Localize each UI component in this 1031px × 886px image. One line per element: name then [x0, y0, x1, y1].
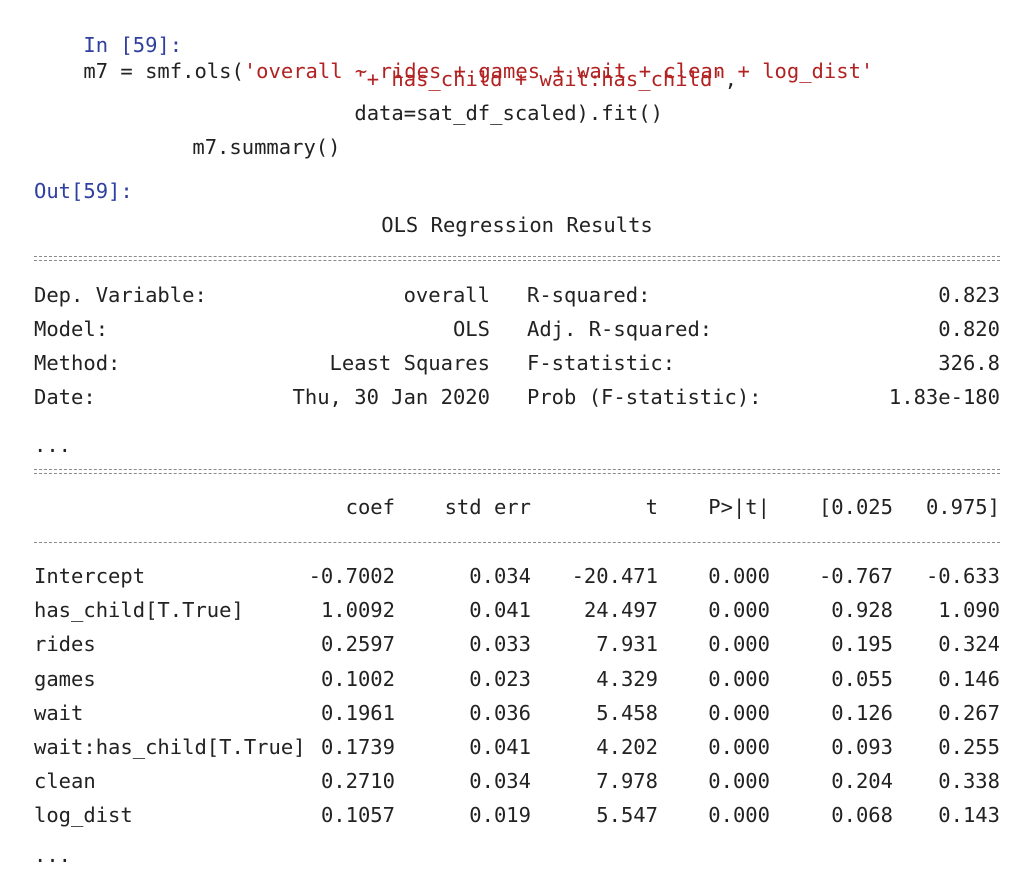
ellipsis: ... — [34, 843, 72, 867]
summary-label: Date: — [34, 385, 96, 409]
cell-hi: 0.255 — [938, 735, 1000, 759]
cell-p: 0.000 — [708, 667, 770, 691]
cell-hi: -0.633 — [925, 564, 1000, 588]
column-header: std err — [444, 495, 531, 519]
cell-lo: 0.068 — [831, 803, 893, 827]
cell-hi: 0.143 — [938, 803, 1000, 827]
code-text: data=sat_df_scaled).fit() — [354, 101, 663, 125]
cell-std-err: 0.041 — [469, 598, 531, 622]
summary-value: OLS — [452, 317, 490, 341]
cell-p: 0.000 — [708, 632, 770, 656]
column-header: t — [645, 495, 658, 519]
summary-label: Model: — [34, 317, 109, 341]
stat-value: 0.820 — [938, 317, 1000, 341]
cell-std-err: 0.034 — [469, 564, 531, 588]
stat-value: 1.83e-180 — [888, 385, 1000, 409]
row-name: wait:has_child[T.True] — [34, 735, 306, 759]
summary-value: Thu, 30 Jan 2020 — [292, 385, 490, 409]
cell-lo: 0.204 — [831, 769, 893, 793]
column-header: 0.975] — [925, 495, 1000, 519]
cell-t: 4.202 — [596, 735, 658, 759]
cell-hi: 0.338 — [938, 769, 1000, 793]
row-name: games — [34, 667, 96, 691]
cell-t: 24.497 — [583, 598, 658, 622]
stat-label: F-statistic: — [527, 351, 676, 375]
cell-p: 0.000 — [708, 803, 770, 827]
cell-t: -20.471 — [571, 564, 658, 588]
column-header: P>|t| — [708, 495, 770, 519]
code-line-1: In [59]: m7 = smf.ols('overall ~ rides +… — [34, 6, 873, 110]
cell-coef: 0.2710 — [320, 769, 395, 793]
row-name: wait — [34, 701, 84, 725]
cell-lo: 0.093 — [831, 735, 893, 759]
row-name: clean — [34, 769, 96, 793]
summary-value: Least Squares — [329, 351, 490, 375]
stat-label: Prob (F-statistic): — [527, 385, 762, 409]
stat-label: R-squared: — [527, 283, 651, 307]
cell-hi: 0.267 — [938, 701, 1000, 725]
single-rule — [34, 542, 1000, 543]
cell-std-err: 0.041 — [469, 735, 531, 759]
cell-t: 7.978 — [596, 769, 658, 793]
cell-t: 7.931 — [596, 632, 658, 656]
code-line-3: data=sat_df_scaled).fit() — [305, 74, 663, 152]
code-string: '+ has_child + wait:has_child' — [354, 67, 725, 91]
code-line-4: m7.summary() — [143, 108, 340, 186]
results-title: OLS Regression Results — [381, 213, 653, 237]
cell-std-err: 0.036 — [469, 701, 531, 725]
summary-label: Method: — [34, 351, 121, 375]
cell-std-err: 0.019 — [469, 803, 531, 827]
row-name: log_dist — [34, 803, 133, 827]
stat-value: 0.823 — [938, 283, 1000, 307]
cell-p: 0.000 — [708, 735, 770, 759]
row-name: has_child[T.True] — [34, 598, 244, 622]
cell-t: 5.458 — [596, 701, 658, 725]
cell-coef: 0.1057 — [320, 803, 395, 827]
row-name: Intercept — [34, 564, 146, 588]
summary-value: overall — [403, 283, 490, 307]
output-prompt: Out[59]: — [34, 179, 133, 203]
cell-p: 0.000 — [708, 564, 770, 588]
code-text: , — [724, 67, 737, 91]
cell-p: 0.000 — [708, 701, 770, 725]
cell-std-err: 0.023 — [469, 667, 531, 691]
cell-hi: 0.324 — [938, 632, 1000, 656]
cell-coef: -0.7002 — [308, 564, 395, 588]
cell-lo: 0.195 — [831, 632, 893, 656]
summary-label: Dep. Variable: — [34, 283, 207, 307]
cell-p: 0.000 — [708, 598, 770, 622]
cell-coef: 0.1739 — [320, 735, 395, 759]
stat-label: Adj. R-squared: — [527, 317, 713, 341]
cell-std-err: 0.034 — [469, 769, 531, 793]
stat-value: 326.8 — [938, 351, 1000, 375]
double-rule-mid — [34, 469, 1000, 474]
code-line-2: '+ has_child + wait:has_child', — [305, 40, 737, 118]
cell-lo: 0.055 — [831, 667, 893, 691]
cell-lo: 0.126 — [831, 701, 893, 725]
cell-hi: 0.146 — [938, 667, 1000, 691]
cell-coef: 0.1961 — [320, 701, 395, 725]
input-prompt: In [59]: — [83, 33, 183, 57]
code-string: 'overall ~ rides + games + wait + clean … — [243, 59, 874, 83]
cell-coef: 1.0092 — [320, 598, 395, 622]
column-header: coef — [345, 495, 395, 519]
cell-coef: 0.1002 — [320, 667, 395, 691]
code-text: m7 = smf.ols( — [83, 59, 244, 83]
cell-p: 0.000 — [708, 769, 770, 793]
ellipsis: ... — [34, 433, 72, 457]
cell-t: 5.547 — [596, 803, 658, 827]
cell-coef: 0.2597 — [320, 632, 395, 656]
cell-hi: 1.090 — [938, 598, 1000, 622]
code-text: m7.summary() — [192, 135, 341, 159]
double-rule-top — [34, 256, 1000, 261]
column-header: [0.025 — [818, 495, 893, 519]
row-name: rides — [34, 632, 96, 656]
cell-std-err: 0.033 — [469, 632, 531, 656]
cell-lo: -0.767 — [818, 564, 893, 588]
cell-t: 4.329 — [596, 667, 658, 691]
cell-lo: 0.928 — [831, 598, 893, 622]
